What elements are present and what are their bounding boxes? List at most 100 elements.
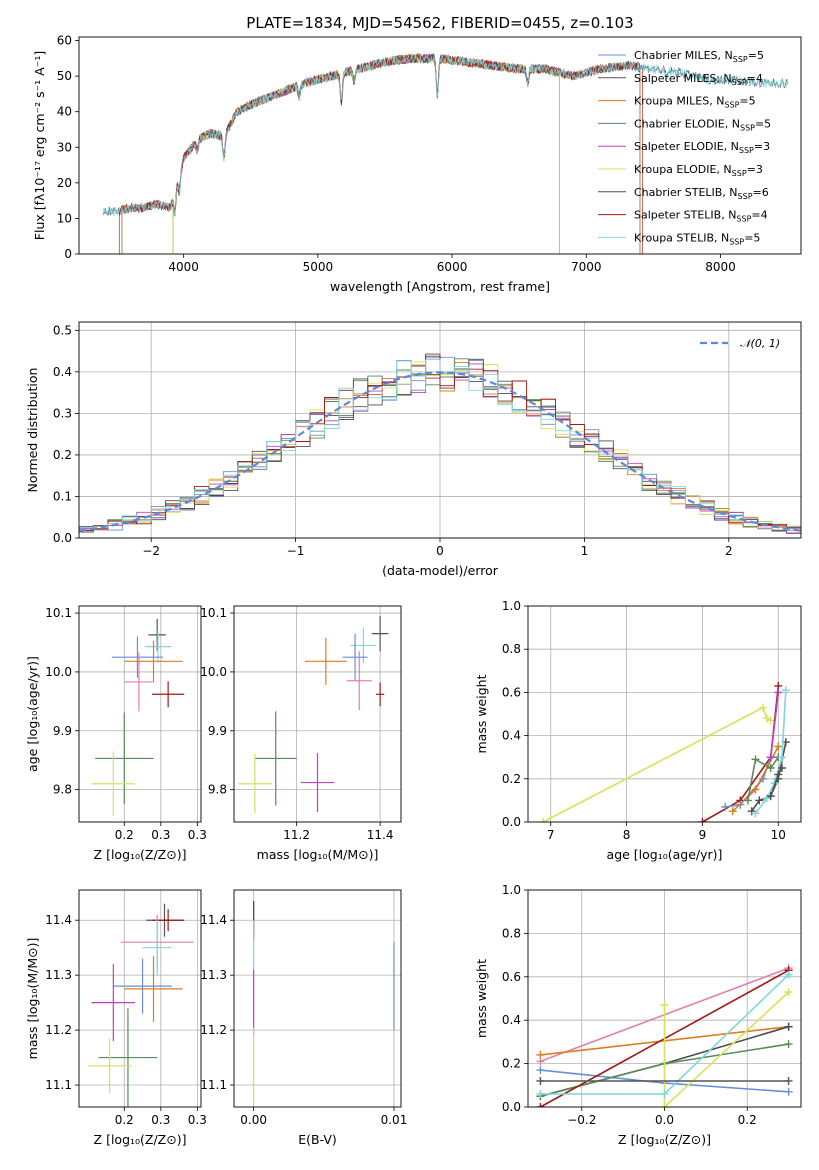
series-marker [766, 716, 775, 725]
y-tick-label: 11.4 [45, 913, 72, 927]
errorbar-point [124, 652, 154, 712]
x-tick-label: 1 [581, 544, 589, 558]
axes-frame [78, 605, 202, 823]
x-tick-label: 0.0 [655, 1113, 674, 1127]
panel-Z_vs_weight: −0.2 0.0 0.2 0.0 0.2 0.4 0.6 0.8 1.0 Z [log₁₀(Z/Z… [474, 883, 802, 1147]
series-marker [766, 792, 775, 801]
y-tick-label: 0.2 [502, 1057, 521, 1071]
y-tick-label: 9.9 [53, 724, 72, 738]
errorbar-point [87, 1038, 132, 1094]
panel-spectrum: 4000 5000 6000 7000 8000 0 10 20 30 40 50 60 wavelen… [32, 34, 802, 294]
x-tick-label: 11.2 [283, 828, 310, 842]
y-tick-label: 9.9 [208, 724, 227, 738]
x-tick-label: 0 [436, 544, 444, 558]
panel-residuals: −2 −1 0 1 2 0.0 0.1 0.2 0.3 0.4 0.5 (data-model)/er… [25, 321, 802, 578]
x-tick-label: 0.3 [151, 828, 170, 842]
plot-area [539, 681, 790, 822]
plot-area [253, 900, 395, 1105]
series [766, 688, 783, 762]
y-tick-label: 11.2 [200, 1023, 227, 1037]
series-marker [778, 753, 787, 762]
series [660, 987, 793, 1107]
x-tick-label: 0.3 [151, 1113, 170, 1127]
x-tick-label: 8 [623, 828, 631, 842]
y-tick-label: 11.3 [45, 968, 72, 982]
x-axis-label: E(B-V) [298, 1132, 337, 1147]
series-marker [660, 1089, 669, 1098]
errorbar-point [95, 712, 154, 805]
series-marker [781, 686, 790, 695]
y-tick-label: 0.4 [53, 365, 72, 379]
x-tick-label: 11.4 [367, 828, 394, 842]
legend-label: Salpeter ELODIE, NSSP=3 [634, 140, 770, 155]
y-tick-label: 0.6 [502, 970, 521, 984]
series-marker [778, 764, 787, 772]
y-tick-label: 0.3 [53, 406, 72, 420]
x-tick-label: 8000 [705, 260, 736, 274]
spectrum-series [102, 53, 788, 218]
y-tick-label: 9.8 [208, 783, 227, 797]
y-tick-label: 0.4 [502, 1013, 521, 1027]
series-marker [536, 1050, 545, 1059]
y-tick-label: 0.4 [502, 729, 521, 743]
series-line [663, 991, 790, 1107]
y-tick-label: 30 [57, 140, 72, 154]
errorbar-point [346, 651, 372, 711]
series-marker [766, 764, 775, 772]
errorbar-point [371, 616, 389, 652]
y-axis-label: Normed distribution [25, 368, 40, 493]
panels: 4000 5000 6000 7000 80000102030405060wavelen… [25, 34, 802, 1147]
x-tick-label: 4000 [168, 260, 199, 274]
axes-frame [527, 889, 802, 1108]
series-marker [766, 753, 775, 762]
y-tick-label: 0.5 [53, 323, 72, 337]
y-tick-label: 0.0 [53, 531, 72, 545]
series-line [542, 706, 772, 822]
plot-area [79, 353, 801, 538]
x-tick-label: 0.2 [115, 828, 134, 842]
y-tick-label: 0.0 [502, 815, 521, 829]
axes-frame [78, 36, 802, 255]
series-marker [759, 703, 768, 712]
x-axis-label: Z [log₁₀(Z/Z⊙)] [94, 847, 187, 862]
series-marker [784, 1040, 793, 1049]
series-marker [784, 1076, 793, 1085]
legend-label: Kroupa STELIB, NSSP=5 [634, 231, 760, 246]
y-tick-label: 20 [57, 176, 72, 190]
y-tick-label: 0.2 [53, 448, 72, 462]
y-tick-label: 11.1 [200, 1078, 227, 1092]
y-tick-label: 11.1 [45, 1078, 72, 1092]
series-marker [751, 755, 760, 764]
x-tick-label: 7 [547, 828, 555, 842]
errorbar-point [113, 958, 172, 1014]
errorbar-point [124, 955, 183, 1022]
errorbar-point [91, 751, 136, 817]
series-marker [660, 1103, 669, 1107]
errorbar-point [148, 618, 166, 651]
series-marker [721, 802, 730, 811]
series-marker [743, 796, 752, 805]
histogram-series [79, 359, 801, 538]
errorbar-point [124, 640, 183, 682]
y-tick-label: 0.8 [502, 926, 521, 940]
errorbar-point [142, 920, 172, 976]
legend-label: Kroupa ELODIE, NSSP=3 [634, 163, 763, 178]
y-tick-label: 11.4 [200, 913, 227, 927]
y-axis-label: mass weight [474, 959, 489, 1038]
plot-area [102, 52, 788, 254]
x-tick-label: 7000 [571, 260, 602, 274]
y-tick-label: 10.0 [200, 665, 227, 679]
series-marker [728, 807, 737, 816]
series-marker [774, 770, 783, 779]
y-tick-label: 11.3 [200, 968, 227, 982]
series-line [747, 756, 779, 801]
panel-mass_vs_age: 11.2 11.4 9.8 9.9 10.0 10.1 mass [log₁₀(M/M⊙)] [200, 605, 402, 862]
errorbar-point [375, 682, 385, 707]
series-line [769, 692, 780, 758]
panel-Z_vs_age: 0.2 0.3 0.3 9.8 9.9 10.0 10.1 Z [log₁₀(Z/Z⊙)] ag… [25, 605, 207, 862]
x-axis-label: wavelength [Angstrom, rest frame] [330, 279, 550, 294]
y-tick-label: 1.0 [502, 883, 521, 897]
page-title: PLATE=1834, MJD=54562, FIBERID=0455, z=0… [246, 14, 633, 32]
series [766, 764, 787, 801]
errorbar-point [111, 636, 164, 678]
